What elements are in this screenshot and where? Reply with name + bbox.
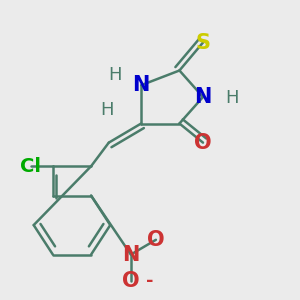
Text: H: H [226, 89, 239, 107]
Text: N: N [133, 75, 150, 95]
Text: H: H [100, 101, 114, 119]
Text: S: S [196, 32, 211, 52]
Text: O: O [194, 133, 212, 153]
Text: O: O [147, 230, 165, 250]
Text: H: H [108, 66, 122, 84]
Text: N: N [122, 244, 140, 265]
Text: O: O [122, 271, 140, 291]
Text: N: N [194, 87, 212, 107]
Text: -: - [146, 272, 154, 290]
Text: Cl: Cl [20, 157, 41, 176]
